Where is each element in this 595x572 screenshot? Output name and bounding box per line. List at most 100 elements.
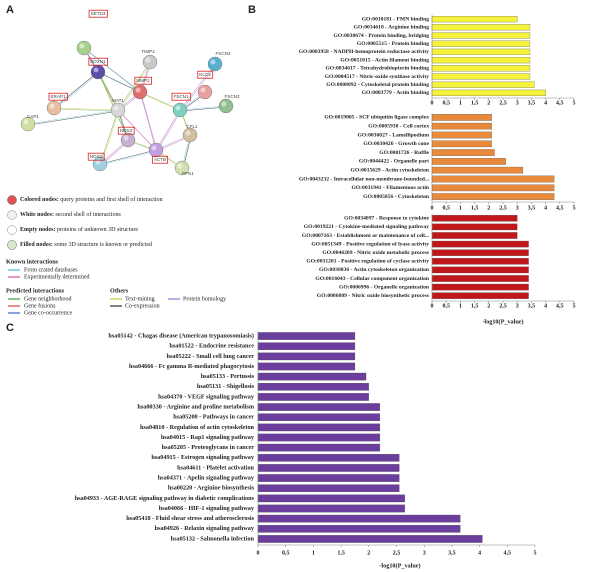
category-label: hsa05222 - Small cell lung cancer	[167, 353, 255, 360]
category-label: GO:0034617 - Tetrahydrobiopterin binding	[325, 66, 429, 72]
network-edge	[156, 110, 182, 152]
node-label: ACTB	[154, 157, 166, 162]
category-label: hsa04915 - Estrogen signaling pathway	[151, 454, 255, 461]
category-label: hsa05132 - Salmonella infection	[171, 535, 255, 542]
category-label: hsa04611 - Platelet activation	[177, 464, 254, 471]
bar	[257, 504, 405, 513]
x-tick-label: 3	[516, 205, 519, 211]
node-label: CAP1	[27, 114, 39, 119]
category-label: hsa04933 - AGE-RAGE signaling pathway in…	[75, 495, 255, 502]
bar	[431, 193, 555, 200]
bar	[431, 283, 529, 291]
x-tick-label: 5	[534, 550, 537, 556]
bar	[257, 342, 356, 351]
bar	[257, 372, 367, 381]
legend-node-icon	[7, 225, 17, 235]
x-tick-label: 0,5	[442, 303, 450, 309]
legend-desc: some 3D structure is known or predicted	[54, 242, 152, 248]
bar	[257, 494, 405, 503]
x-tick-label: 1,5	[471, 100, 479, 106]
bar	[257, 464, 400, 472]
legend-term: Colored nodes:	[20, 197, 59, 203]
category-label: GO:0006996 - Organelle organization	[339, 284, 430, 290]
node-highlight	[93, 67, 99, 73]
bar	[431, 140, 492, 148]
category-label: GO:0005515 - Protein binding	[357, 41, 429, 47]
bar	[431, 158, 506, 165]
category-label: hsa04066 - HIF-1 signaling pathway	[159, 505, 255, 512]
legend-item: Co-expression	[125, 303, 160, 309]
node-label: MAT1	[112, 98, 124, 103]
legend-item: Colored nodes: query proteins and first …	[20, 196, 163, 203]
node-highlight	[210, 59, 216, 65]
category-label: hsa05133 - Pertussis	[201, 373, 255, 380]
node-highlight	[49, 103, 55, 109]
bar	[431, 32, 531, 39]
bar	[431, 175, 555, 183]
node-highlight	[175, 105, 181, 111]
category-label: GO:0051349 - Positive regulation of lyas…	[311, 241, 429, 247]
network-node	[142, 54, 158, 70]
category-label: GO:0030426 - Growth cone	[363, 141, 429, 147]
x-tick-label: 4	[544, 100, 547, 106]
x-tick-label: 1,5	[471, 303, 479, 309]
x-tick-label: 4,5	[556, 205, 564, 211]
network-edge	[179, 63, 216, 111]
legend-item: Empty nodes: proteins of unknown 3D stru…	[20, 226, 138, 233]
network-node	[132, 84, 148, 100]
bar	[431, 215, 518, 222]
bar	[431, 40, 531, 47]
category-label: GO:0030027 - Lamellipodium	[358, 132, 430, 138]
network-node	[120, 132, 136, 148]
network-edge	[100, 150, 158, 166]
legend-item: Experimentally determined	[24, 274, 89, 280]
bar	[431, 24, 531, 31]
x-tick-label: 3,5	[528, 303, 536, 309]
category-label: GO:0030674 - Protein binding, bridging	[334, 33, 430, 39]
network-node	[218, 98, 234, 114]
category-label: GO:0008092 - Cytoskeletal protein bindin…	[326, 82, 429, 88]
bar	[431, 114, 492, 121]
network-edge	[140, 92, 158, 152]
category-label: hsa00330 - Arginine and proline metaboli…	[137, 403, 254, 410]
x-tick-label: 4,5	[504, 550, 512, 556]
panel-label: A	[6, 4, 14, 16]
bar	[257, 474, 400, 482]
x-tick-label: 1,5	[337, 550, 345, 556]
query-box	[134, 76, 152, 85]
bar	[257, 413, 381, 422]
query-box	[48, 92, 68, 101]
network-edge	[139, 91, 181, 111]
bar	[257, 332, 356, 340]
network-edge	[118, 110, 158, 152]
x-tick-label: 5	[573, 303, 576, 309]
x-tick-label: 2	[487, 100, 490, 106]
network-edge	[155, 109, 181, 151]
category-label: GO:0019221 - Cytokine-mediated signaling…	[304, 224, 429, 230]
network-edge	[54, 72, 100, 110]
legend-item: Gene neighborhood	[24, 296, 72, 302]
node-label: NOS2	[90, 154, 103, 159]
node-label: PFN1	[182, 171, 194, 176]
category-label: GO:0046209 - Nitric oxide metabolic proc…	[322, 250, 429, 256]
x-tick-label: 0,5	[442, 205, 450, 211]
x-tick-label: 2,5	[499, 205, 507, 211]
bar	[431, 240, 529, 248]
legend-item: White nodes: second shell of interaction…	[20, 211, 121, 218]
node-highlight	[79, 43, 85, 49]
query-box	[197, 70, 214, 79]
x-tick-label: 2	[487, 205, 490, 211]
node-highlight	[221, 101, 227, 107]
network-node	[172, 102, 188, 118]
category-label: GO:0004517 - Nitric-oxide synthase activ…	[325, 74, 430, 80]
node-highlight	[200, 87, 206, 93]
x-tick-label: 0	[257, 550, 260, 556]
bar	[431, 249, 529, 256]
query-box	[117, 126, 135, 135]
category-label: GO:0030036 - Actin cytoskeleton organiza…	[319, 267, 430, 273]
bar	[257, 443, 381, 452]
node-highlight	[95, 159, 101, 165]
query-box	[87, 152, 105, 161]
legend-item: Gene co-occurrence	[24, 310, 72, 316]
network-edge	[84, 48, 142, 94]
